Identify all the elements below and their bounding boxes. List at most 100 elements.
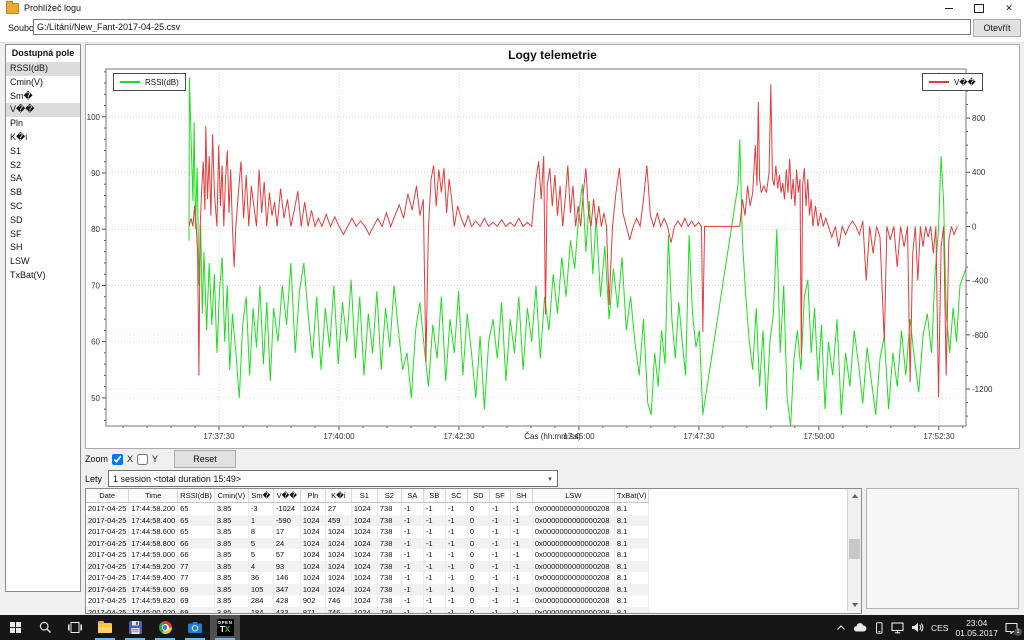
sidebar-item-sm[interactable]: Sm� bbox=[10, 90, 33, 101]
table-cell: 3.85 bbox=[214, 526, 249, 538]
minimize-button[interactable] bbox=[934, 0, 964, 16]
column-header[interactable]: Cmin(V) bbox=[214, 489, 249, 503]
session-combobox-value: 1 session <total duration 15:49> bbox=[113, 473, 242, 484]
sidebar-item-pln[interactable]: Pln bbox=[10, 118, 24, 129]
close-button[interactable] bbox=[994, 0, 1024, 16]
sidebar-item-sb[interactable]: SB bbox=[10, 187, 23, 198]
table-cell: 8.1 bbox=[614, 595, 650, 607]
scroll-down-button[interactable] bbox=[848, 598, 861, 611]
sidebar-item-rssi-db[interactable]: RSSI(dB) bbox=[6, 62, 80, 76]
search-button[interactable] bbox=[30, 615, 60, 640]
table-row[interactable]: 2017-04-25 17:44:59.200 77 3.85 4 93 1024 1024 1… bbox=[86, 560, 650, 572]
table-cell: -1 bbox=[401, 595, 424, 607]
column-header[interactable]: V�� bbox=[273, 489, 301, 503]
notification-badge: 1 bbox=[1014, 627, 1022, 636]
table-cell: -1 bbox=[489, 595, 511, 607]
table-cell: 2017-04-25 bbox=[86, 502, 130, 515]
start-button[interactable] bbox=[0, 615, 30, 640]
chevron-down-icon[interactable] bbox=[543, 471, 557, 486]
table-cell: 36 bbox=[248, 572, 274, 584]
taskbar-save-app-button[interactable] bbox=[120, 615, 150, 640]
tray-onedrive-button[interactable] bbox=[853, 622, 867, 633]
sidebar-item-cmin-v[interactable]: Cmin(V) bbox=[10, 76, 43, 87]
file-path-input[interactable] bbox=[33, 19, 971, 35]
opentx-open-text: OPEN bbox=[217, 620, 233, 626]
taskbar-chrome-button[interactable] bbox=[150, 615, 180, 640]
table-cell: 1024 bbox=[325, 549, 352, 561]
table-cell: 65 bbox=[177, 502, 215, 515]
column-header[interactable]: Pln bbox=[300, 489, 326, 503]
table-cell: 0x0000000000000208 bbox=[532, 514, 615, 526]
table-row[interactable]: 2017-04-25 17:45:00.020 69 3.85 184 433 871 746… bbox=[86, 606, 650, 613]
column-header[interactable]: K�i bbox=[325, 489, 352, 503]
taskbar-camera-app-button[interactable] bbox=[180, 615, 210, 640]
column-header[interactable]: SH bbox=[510, 489, 533, 503]
table-row[interactable]: 2017-04-25 17:44:58.200 65 3.85 -3 -1024 1024 2… bbox=[86, 502, 650, 515]
action-center-button[interactable]: 1 bbox=[1005, 622, 1022, 636]
sidebar-item-v[interactable]: V�� bbox=[6, 103, 80, 118]
taskbar-opentx-button[interactable]: OPEN TX bbox=[210, 615, 240, 640]
column-header[interactable]: SC bbox=[445, 489, 468, 503]
zoom-y-checkbox[interactable] bbox=[137, 453, 149, 465]
table-scrollbar[interactable] bbox=[847, 489, 861, 611]
table-cell: -1 bbox=[423, 502, 446, 515]
sidebar-item-sd[interactable]: SD bbox=[10, 214, 23, 225]
scroll-up-button[interactable] bbox=[848, 489, 861, 502]
table-row[interactable]: 2017-04-25 17:44:59.000 66 3.85 5 57 1024 1024 1… bbox=[86, 549, 650, 561]
column-header[interactable]: S2 bbox=[377, 489, 402, 503]
table-cell: 1024 bbox=[351, 560, 378, 572]
table-row[interactable]: 2017-04-25 17:44:59.400 77 3.85 36 146 1024 102… bbox=[86, 572, 650, 584]
column-header[interactable]: SA bbox=[401, 489, 424, 503]
table-cell: 0 bbox=[467, 502, 490, 515]
sidebar-item-sf[interactable]: SF bbox=[10, 228, 22, 239]
column-header[interactable]: SD bbox=[467, 489, 490, 503]
column-header[interactable]: Sm� bbox=[248, 489, 274, 503]
scrollbar-thumb[interactable] bbox=[849, 539, 860, 559]
table-cell: -1 bbox=[489, 526, 511, 538]
telemetry-chart[interactable]: 17:37:30 17:40:00 17:42:30 17:45:00 17:47:30… bbox=[86, 45, 1019, 448]
sidebar-item-s1[interactable]: S1 bbox=[10, 145, 22, 156]
table-cell: 1024 bbox=[351, 572, 378, 584]
table-row[interactable]: 2017-04-25 17:44:58.400 65 3.85 1 -590 1024 459… bbox=[86, 514, 650, 526]
close-icon bbox=[1005, 4, 1013, 13]
table-cell: 3.85 bbox=[214, 572, 249, 584]
table-cell: 1024 bbox=[325, 526, 352, 538]
sidebar-item-sa[interactable]: SA bbox=[10, 173, 23, 184]
table-row[interactable]: 2017-04-25 17:44:58.600 65 3.85 8 17 1024 1024 1… bbox=[86, 526, 650, 538]
table-cell: -1 bbox=[401, 560, 424, 572]
column-header[interactable]: SF bbox=[489, 489, 511, 503]
sidebar-item-sh[interactable]: SH bbox=[10, 242, 23, 253]
column-header[interactable]: TxBat(V) bbox=[614, 489, 650, 503]
column-header[interactable]: Date bbox=[86, 489, 130, 503]
zoom-x-checkbox[interactable] bbox=[112, 453, 124, 465]
taskbar-file-explorer-button[interactable] bbox=[90, 615, 120, 640]
taskbar-clock[interactable]: 23:04 01.05.2017 bbox=[955, 618, 998, 638]
maximize-button[interactable] bbox=[964, 0, 994, 16]
sidebar-item-lsw[interactable]: LSW bbox=[10, 256, 30, 267]
table-cell: 0x0000000000000208 bbox=[532, 526, 615, 538]
language-indicator[interactable]: CES bbox=[930, 622, 949, 633]
sidebar-item-sc[interactable]: SC bbox=[10, 200, 23, 211]
table-cell: 0 bbox=[467, 549, 490, 561]
sidebar-item-txbat-v[interactable]: TxBat(V) bbox=[10, 269, 46, 280]
reset-button[interactable]: Reset bbox=[174, 450, 237, 468]
sidebar-item-k-i[interactable]: K�i bbox=[10, 131, 28, 142]
session-combobox[interactable]: 1 session <total duration 15:49> bbox=[108, 470, 559, 487]
table-cell: 0 bbox=[467, 583, 490, 595]
open-button[interactable]: Otevřít bbox=[973, 19, 1021, 37]
table-row[interactable]: 2017-04-25 17:44:58.800 66 3.85 5 24 1024 1024 1… bbox=[86, 537, 650, 549]
column-header[interactable]: RSSI(dB) bbox=[177, 489, 215, 503]
tray-network-button[interactable] bbox=[891, 621, 904, 634]
table-row[interactable]: 2017-04-25 17:44:59.600 69 3.85 105 347 1024 10… bbox=[86, 583, 650, 595]
column-header[interactable]: Time bbox=[128, 489, 179, 503]
table-row[interactable]: 2017-04-25 17:44:59.820 69 3.85 284 428 902 746… bbox=[86, 595, 650, 607]
tray-device-button[interactable] bbox=[874, 621, 884, 634]
sidebar-item-s2[interactable]: S2 bbox=[10, 159, 22, 170]
column-header[interactable]: S1 bbox=[351, 489, 378, 503]
table-cell: 0 bbox=[467, 572, 490, 584]
task-view-button[interactable] bbox=[60, 615, 90, 640]
tray-chevron-button[interactable] bbox=[836, 623, 846, 633]
tray-volume-button[interactable] bbox=[911, 622, 924, 633]
column-header[interactable]: LSW bbox=[532, 489, 615, 503]
column-header[interactable]: SB bbox=[423, 489, 446, 503]
